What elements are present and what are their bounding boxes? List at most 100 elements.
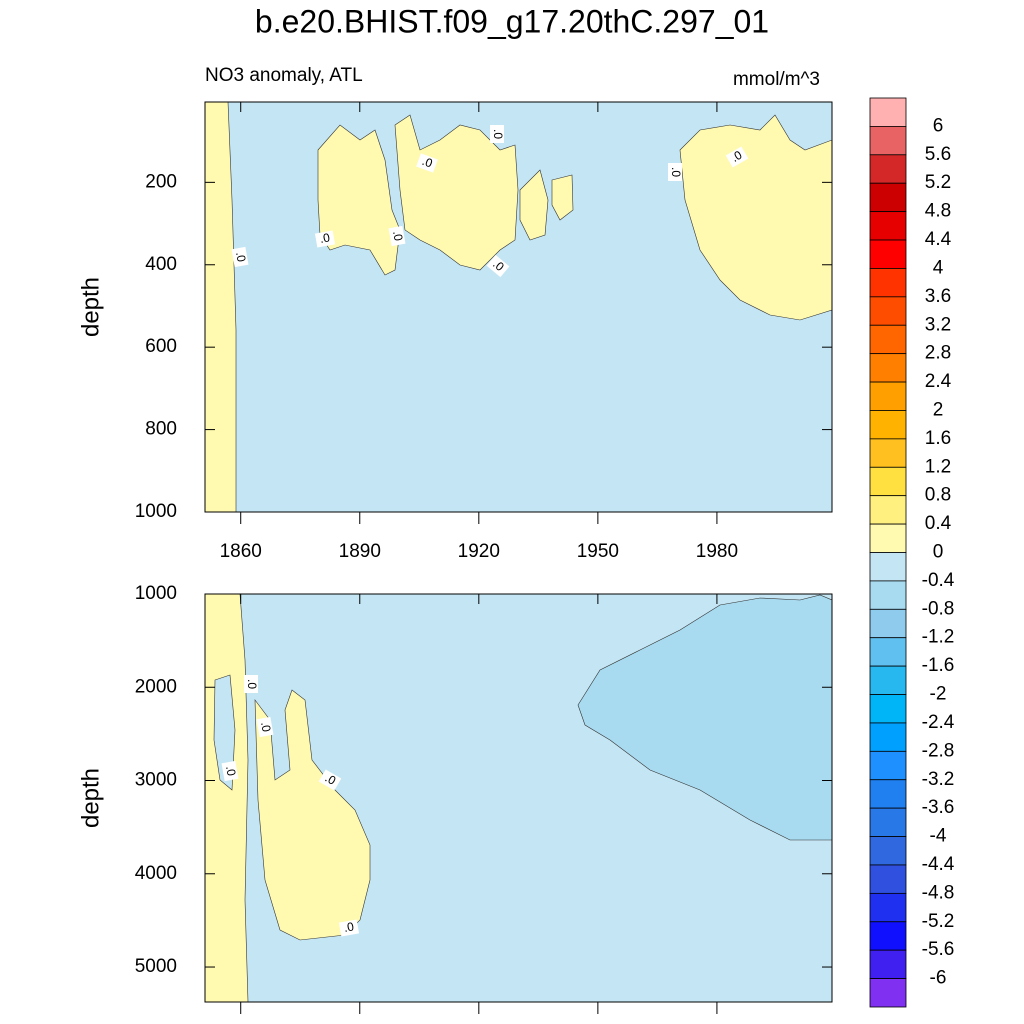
contour-label-group: .0: [388, 225, 406, 247]
contour-label: .0: [669, 167, 683, 177]
contour-label-group: .0: [725, 146, 749, 168]
colorbar-box: [869, 608, 907, 639]
y-tick-label: 200: [145, 171, 177, 192]
colorbar-box: [869, 324, 907, 355]
x-tick-label: 1890: [339, 541, 381, 562]
contour-label-bg: [416, 153, 438, 173]
colorbar-box: [869, 637, 907, 667]
colorbar-label: 5.2: [925, 172, 951, 193]
contour-label-group: .0: [338, 919, 360, 937]
contour-label: .0: [343, 919, 356, 935]
plot-frame: [204, 593, 833, 1003]
colorbar-label: 4: [933, 257, 944, 278]
colorbar-box: [869, 438, 907, 468]
colorbar-label: -4.8: [922, 882, 955, 903]
colorbar-box: [869, 552, 907, 582]
contour-region: [254, 689, 371, 941]
y-tick-label: 5000: [135, 956, 177, 977]
contour-label-bg: [486, 254, 510, 278]
colorbar-box: [869, 154, 907, 184]
colorbar-label: -1.2: [922, 627, 955, 648]
colorbar-box: [869, 921, 907, 951]
contour-label: .0: [223, 765, 239, 778]
contour-label-bg: [668, 163, 682, 181]
y-tick-label: 1000: [135, 501, 177, 522]
colorbar-box: [869, 239, 907, 269]
colorbar-box: [869, 523, 907, 553]
colorbar-box: [869, 97, 907, 127]
colorbar-box: [869, 211, 907, 241]
colorbar-label: 3.6: [925, 286, 951, 307]
colorbar-box: [869, 694, 907, 724]
colorbar-box: [869, 353, 907, 383]
chart-title: b.e20.BHIST.f09_g17.20thC.297_01: [255, 3, 769, 39]
contour-label-group: .0: [486, 254, 510, 278]
colorbar-label: -2: [930, 684, 947, 705]
colorbar-label: -2.8: [922, 740, 955, 761]
colorbar-label: 2.4: [925, 371, 952, 392]
colorbar-box: [869, 495, 907, 525]
colorbar-label: -0.4: [922, 570, 955, 591]
colorbar-box: [869, 296, 907, 326]
contour-label: .0: [420, 154, 434, 171]
colorbar-label: 1.2: [925, 456, 951, 477]
contour-region: [213, 674, 236, 791]
colorbar-label: 0.4: [925, 513, 952, 534]
y-tick-label: 400: [145, 254, 177, 275]
contour-label-group: .0: [490, 125, 505, 143]
colorbar-label: -5.2: [922, 911, 955, 932]
contour-label: .0: [245, 679, 259, 689]
plot-frame: [204, 101, 833, 513]
contour-region: [551, 174, 574, 221]
colorbar-label: -4: [930, 826, 947, 847]
colorbar-label: -1.6: [922, 655, 955, 676]
colorbar-label: 3.2: [925, 314, 951, 335]
colorbar-label: -0.8: [922, 598, 955, 619]
colorbar-label: 6: [933, 115, 944, 136]
colorbar-box: [869, 665, 907, 695]
colorbar-box: [869, 580, 907, 610]
colorbar-label: -4.4: [922, 854, 955, 875]
colorbar-box: [869, 126, 907, 156]
y-tick-label: 800: [145, 419, 177, 440]
colorbar-box: [869, 836, 907, 866]
colorbar-label: 0.8: [925, 485, 951, 506]
colorbar-label: -5.6: [922, 939, 955, 960]
contour-label-group: .0: [244, 675, 259, 693]
colorbar-box: [869, 381, 907, 411]
y-tick-label: 3000: [135, 770, 177, 791]
subtitle-right: mmol/m^3: [733, 69, 820, 90]
contour-label: .0: [258, 721, 274, 734]
contour-label-bg: [725, 146, 749, 168]
colorbar-label: -6: [930, 968, 947, 989]
colorbar-label: 1.6: [925, 428, 951, 449]
contour-label-group: .0: [668, 163, 683, 181]
colorbar-box: [869, 268, 907, 298]
contour-label-bg: [388, 225, 406, 247]
y-axis-label: depth: [77, 277, 104, 337]
colorbar-label: 0: [933, 542, 944, 563]
contour-label-group: .0: [318, 769, 342, 791]
y-tick-label: 2000: [135, 676, 177, 697]
colorbar-box: [869, 410, 907, 440]
contour-label-bg: [318, 769, 342, 791]
contour-label-group: .0: [416, 153, 438, 173]
x-tick-label: 1920: [458, 541, 500, 562]
y-tick-label: 4000: [135, 863, 177, 884]
colorbar-box: [869, 750, 907, 781]
contour-label-bg: [338, 919, 360, 937]
colorbar-label: -3.2: [922, 769, 955, 790]
contour-label: .0: [491, 129, 505, 139]
contour-label-group: .0: [221, 760, 239, 782]
subtitle-left: NO3 anomaly, ATL: [205, 65, 363, 86]
colorbar-box: [869, 182, 907, 213]
colorbar-box: [869, 892, 907, 923]
contour-label-bg: [256, 716, 274, 738]
x-tick-label: 1980: [696, 541, 738, 562]
colorbar-label: -3.6: [922, 797, 955, 818]
colorbar-box: [869, 466, 907, 497]
contour-label-group: .0: [231, 246, 249, 268]
contour-label-bg: [244, 675, 258, 693]
contour-label-group: .0: [314, 230, 336, 248]
